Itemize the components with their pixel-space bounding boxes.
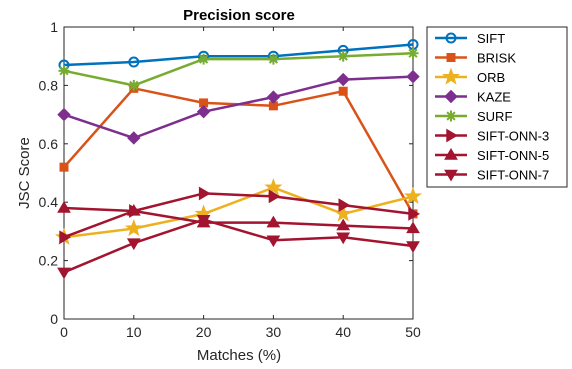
data-point-surf xyxy=(128,80,139,91)
data-point-surf xyxy=(408,48,419,59)
legend-label: SIFT-ONN-5 xyxy=(477,148,549,163)
data-point-surf xyxy=(338,51,349,62)
y-tick-label: 0.6 xyxy=(39,136,59,152)
chart-title: Precision score xyxy=(183,7,295,24)
legend-label: SURF xyxy=(477,109,512,124)
x-tick-label: 30 xyxy=(266,324,282,340)
y-axis-label: JSC Score xyxy=(16,137,33,209)
legend-label: ORB xyxy=(477,70,505,85)
data-point-surf xyxy=(198,54,209,65)
y-tick-label: 0.8 xyxy=(39,77,59,93)
legend-label: SIFT-ONN-3 xyxy=(477,129,549,144)
data-point-surf xyxy=(268,54,279,65)
x-tick-label: 50 xyxy=(405,324,421,340)
legend-label: SIFT-ONN-7 xyxy=(477,168,549,183)
legend-marker xyxy=(446,111,457,122)
plot-area xyxy=(64,27,413,319)
legend-label: SIFT xyxy=(477,31,505,46)
x-tick-label: 0 xyxy=(60,324,68,340)
y-tick-label: 1 xyxy=(50,19,58,35)
y-tick-label: 0.4 xyxy=(39,194,59,210)
legend-label: BRISK xyxy=(477,51,516,66)
y-tick-label: 0.2 xyxy=(39,253,59,269)
data-point-brisk xyxy=(60,163,68,171)
x-tick-label: 10 xyxy=(126,324,142,340)
legend-label: KAZE xyxy=(477,90,511,105)
x-tick-label: 40 xyxy=(335,324,351,340)
x-axis-label: Matches (%) xyxy=(197,347,281,364)
legend: SIFT BRISK ORB KAZE SURF SIFT-ONN-3 SIFT-ONN-5… xyxy=(427,27,567,187)
x-tick-label: 20 xyxy=(196,324,212,340)
y-tick-label: 0 xyxy=(50,311,58,327)
legend-marker xyxy=(447,54,455,62)
data-point-brisk xyxy=(339,87,347,95)
data-point-surf xyxy=(59,65,70,76)
